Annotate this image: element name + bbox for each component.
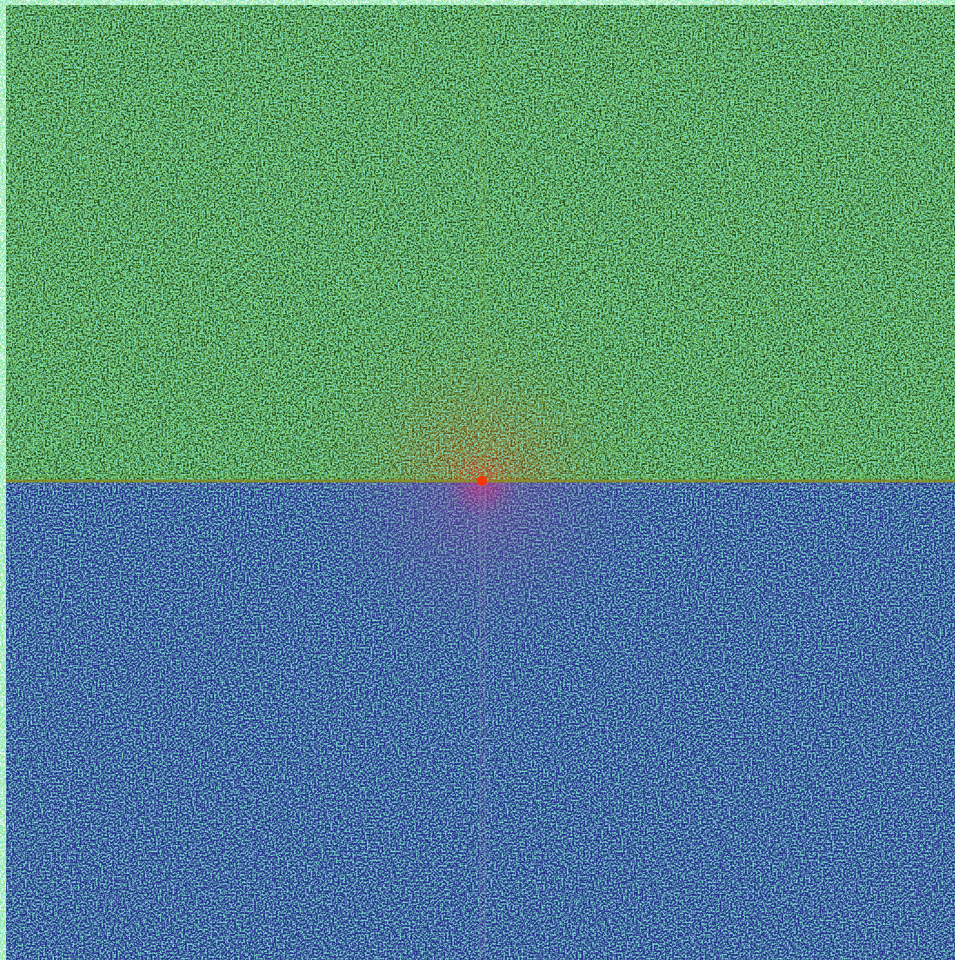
center-peak <box>477 476 487 486</box>
